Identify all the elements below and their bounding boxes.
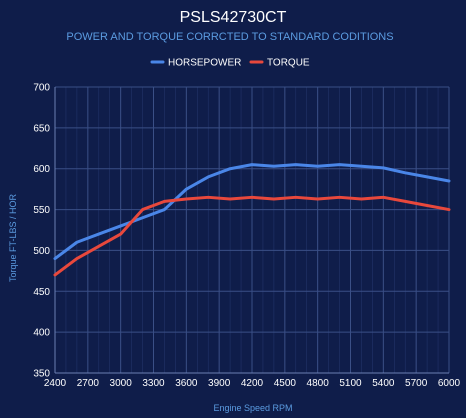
y-tick-label: 700 <box>33 83 50 94</box>
x-tick-label: 3600 <box>175 378 198 389</box>
x-tick-label: 6000 <box>438 378 461 389</box>
y-tick-label: 400 <box>33 328 50 339</box>
x-tick-label: 3000 <box>110 378 133 389</box>
x-tick-label: 2700 <box>77 378 100 389</box>
x-tick-label: 5100 <box>339 378 362 389</box>
chart-title: PSLS42730CT <box>180 9 287 26</box>
legend-label-torque: TORQUE <box>267 58 310 69</box>
series-layer <box>53 163 451 277</box>
x-tick-label: 5700 <box>405 378 428 389</box>
x-axis-label: Engine Speed RPM <box>213 403 292 413</box>
x-tick-label: 3300 <box>142 378 165 389</box>
y-tick-label: 650 <box>33 123 50 134</box>
x-tick-label: 4200 <box>241 378 264 389</box>
legend: HORSEPOWER TORQUE <box>150 58 310 69</box>
legend-label-horsepower: HORSEPOWER <box>168 58 241 69</box>
series-line-torque <box>53 195 451 277</box>
y-tick-label: 600 <box>33 164 50 175</box>
y-tick-label: 450 <box>33 287 50 298</box>
y-tick-label: 550 <box>33 205 50 216</box>
y-axis-label: Torque FT-LBS / HOR <box>8 193 18 282</box>
x-tick-label: 4800 <box>307 378 330 389</box>
y-tick-label: 500 <box>33 246 50 257</box>
x-tick-label: 3900 <box>208 378 231 389</box>
chart-subtitle: POWER AND TORQUE CORRCTED TO STANDARD CO… <box>66 31 393 43</box>
axes: 2400 2700 3000 3300 3600 3900 4200 4500 4800 5100… <box>33 83 460 390</box>
y-tick-label: 350 <box>33 369 50 380</box>
series-line-horsepower <box>53 163 451 261</box>
x-tick-label: 4500 <box>274 378 297 389</box>
x-tick-label: 2400 <box>44 378 67 389</box>
x-tick-label: 5400 <box>372 378 395 389</box>
